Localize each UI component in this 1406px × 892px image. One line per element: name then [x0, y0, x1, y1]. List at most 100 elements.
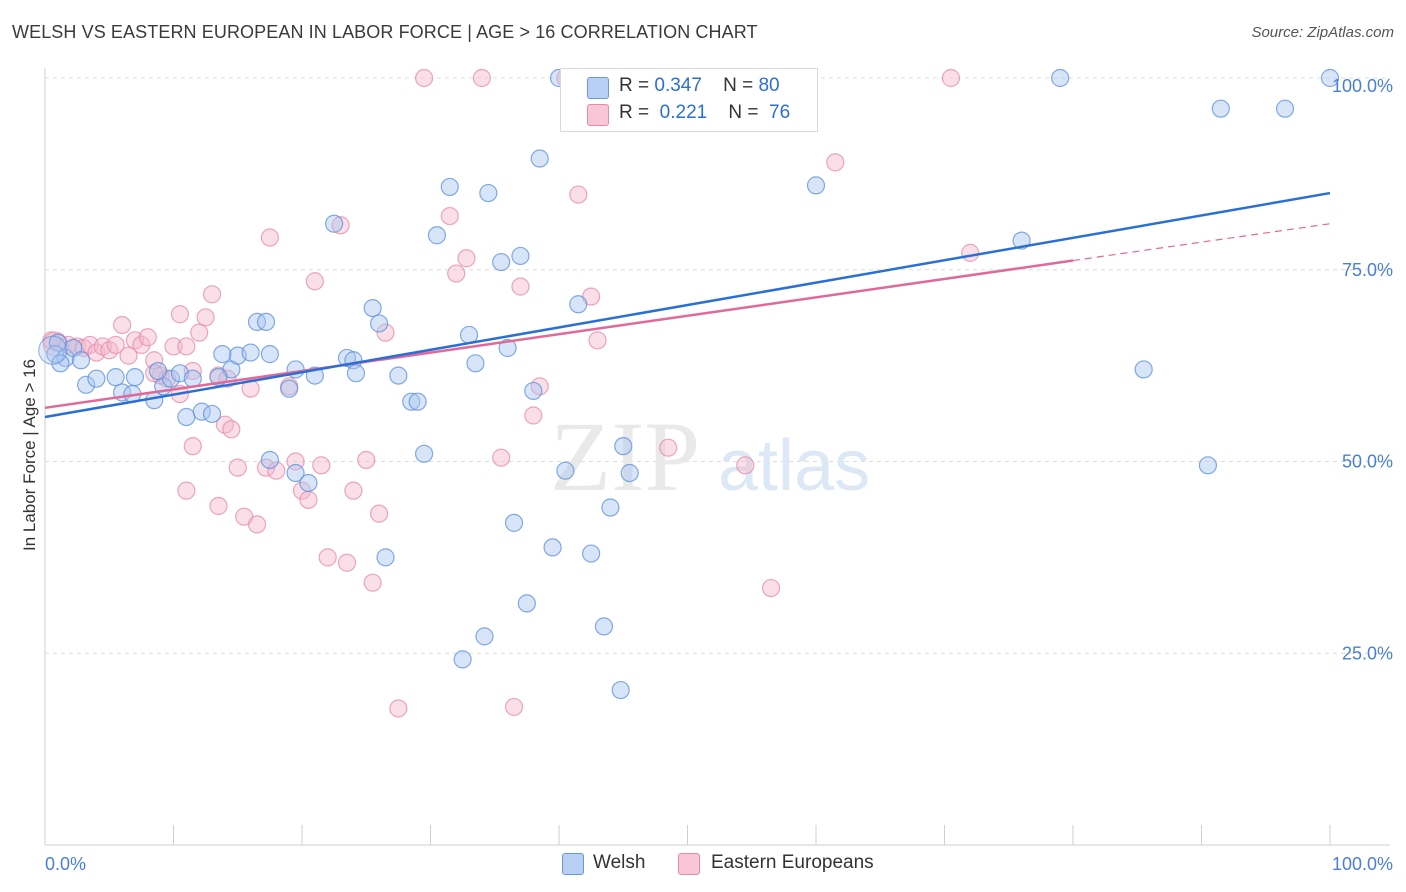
welsh-point — [38, 335, 68, 365]
eastern-point — [112, 315, 132, 335]
eastern-point — [440, 206, 459, 226]
legend-eastern-label: Eastern Europeans — [711, 852, 874, 873]
eastern-point — [164, 337, 183, 356]
eastern-point — [337, 553, 357, 572]
welsh-point — [427, 226, 447, 245]
welsh-point — [325, 214, 344, 233]
eastern-point — [209, 496, 228, 516]
eastern-point — [659, 438, 678, 457]
welsh-point — [56, 348, 75, 368]
y-tick-label: 75.0% — [1342, 260, 1393, 280]
x-tick-label: 100.0% — [1332, 854, 1393, 874]
tick-labels: 25.0% 50.0% 75.0% 100.0% 0.0% 100.0% — [45, 76, 1393, 874]
eastern-point — [267, 461, 286, 480]
welsh-point — [614, 437, 633, 456]
eastern-point — [145, 351, 164, 370]
welsh-point — [504, 513, 524, 532]
y-tick-label: 25.0% — [1342, 643, 1393, 663]
welsh-point — [601, 498, 620, 517]
welsh-point — [125, 368, 145, 387]
eastern-point — [414, 68, 434, 88]
eastern-point — [530, 377, 549, 396]
eastern-point — [736, 456, 755, 475]
welsh-point — [106, 368, 125, 387]
welsh-point — [51, 354, 70, 373]
welsh-point — [1051, 68, 1070, 88]
welsh-point — [77, 375, 96, 394]
welsh-point — [453, 650, 472, 669]
eastern-point — [312, 456, 331, 475]
welsh-point — [569, 295, 588, 314]
eastern-point — [331, 216, 350, 235]
welsh-point — [402, 392, 421, 411]
eastern-point — [370, 504, 389, 523]
legend-eastern-swatch — [678, 853, 700, 875]
eastern-trend-extension — [1072, 223, 1331, 262]
eastern-point — [376, 323, 395, 342]
welsh-point — [299, 473, 318, 493]
welsh-point — [376, 548, 395, 567]
welsh-point — [177, 407, 196, 427]
welsh-point — [620, 463, 639, 483]
eastern-point — [177, 337, 196, 356]
correlation-legend: R = 0.347 N = 80 R = 0.221 N = 76 — [560, 68, 818, 132]
welsh-point — [440, 177, 459, 197]
eastern-point — [492, 448, 511, 467]
eastern-trend-line — [44, 259, 1074, 410]
chart-title: WELSH VS EASTERN EUROPEAN IN LABOR FORCE… — [12, 22, 758, 42]
welsh-point — [414, 444, 434, 463]
y-axis-label: In Labor Force | Age > 16 — [20, 359, 39, 551]
welsh-r-label: R = — [619, 75, 650, 96]
eastern-point — [305, 272, 324, 291]
welsh-point — [511, 246, 530, 266]
eastern-point — [228, 458, 247, 477]
welsh-point — [524, 381, 543, 401]
eastern-r-label: R = — [619, 102, 650, 123]
welsh-point — [479, 183, 498, 203]
eastern-point — [344, 481, 363, 500]
eastern-point — [138, 328, 157, 347]
eastern-point — [202, 285, 222, 304]
eastern-point — [170, 305, 190, 324]
welsh-point — [346, 364, 366, 383]
welsh-point — [582, 544, 601, 563]
eastern-point — [215, 415, 234, 434]
legend-welsh-swatch — [562, 853, 584, 875]
welsh-point — [256, 312, 276, 332]
welsh-point — [71, 351, 91, 370]
welsh-point — [1134, 360, 1153, 379]
welsh-point — [492, 252, 511, 272]
eastern-point — [941, 68, 961, 88]
eastern-point — [363, 573, 382, 592]
watermark-zip: ZIP — [550, 401, 700, 512]
welsh-point — [611, 680, 630, 700]
welsh-point — [1320, 68, 1340, 88]
eastern-point — [222, 420, 241, 439]
eastern-point — [357, 450, 376, 470]
gridlines — [45, 77, 1390, 654]
welsh-point — [498, 338, 517, 358]
eastern-point — [511, 277, 530, 296]
welsh-point — [1275, 99, 1295, 118]
welsh-point — [1211, 99, 1230, 118]
welsh-point — [806, 176, 826, 195]
welsh-point — [148, 361, 168, 381]
axes — [44, 68, 1390, 846]
eastern-point — [826, 153, 845, 172]
watermark: ZIP atlas — [550, 401, 870, 512]
eastern-point — [183, 437, 202, 456]
eastern-point — [588, 331, 607, 350]
welsh-point — [286, 463, 305, 483]
legend-welsh-label: Welsh — [593, 852, 646, 873]
eastern-point — [260, 228, 279, 247]
eastern-point — [247, 515, 267, 534]
welsh-point — [517, 594, 536, 613]
eastern-point — [457, 249, 476, 268]
welsh-point — [87, 369, 106, 388]
eastern-n-value: 76 — [769, 102, 791, 123]
eastern-point — [447, 264, 466, 283]
source-label: Source: ZipAtlas.com — [1251, 24, 1394, 41]
welsh-point — [530, 149, 549, 168]
eastern-point — [318, 548, 337, 567]
welsh-point — [370, 314, 389, 333]
